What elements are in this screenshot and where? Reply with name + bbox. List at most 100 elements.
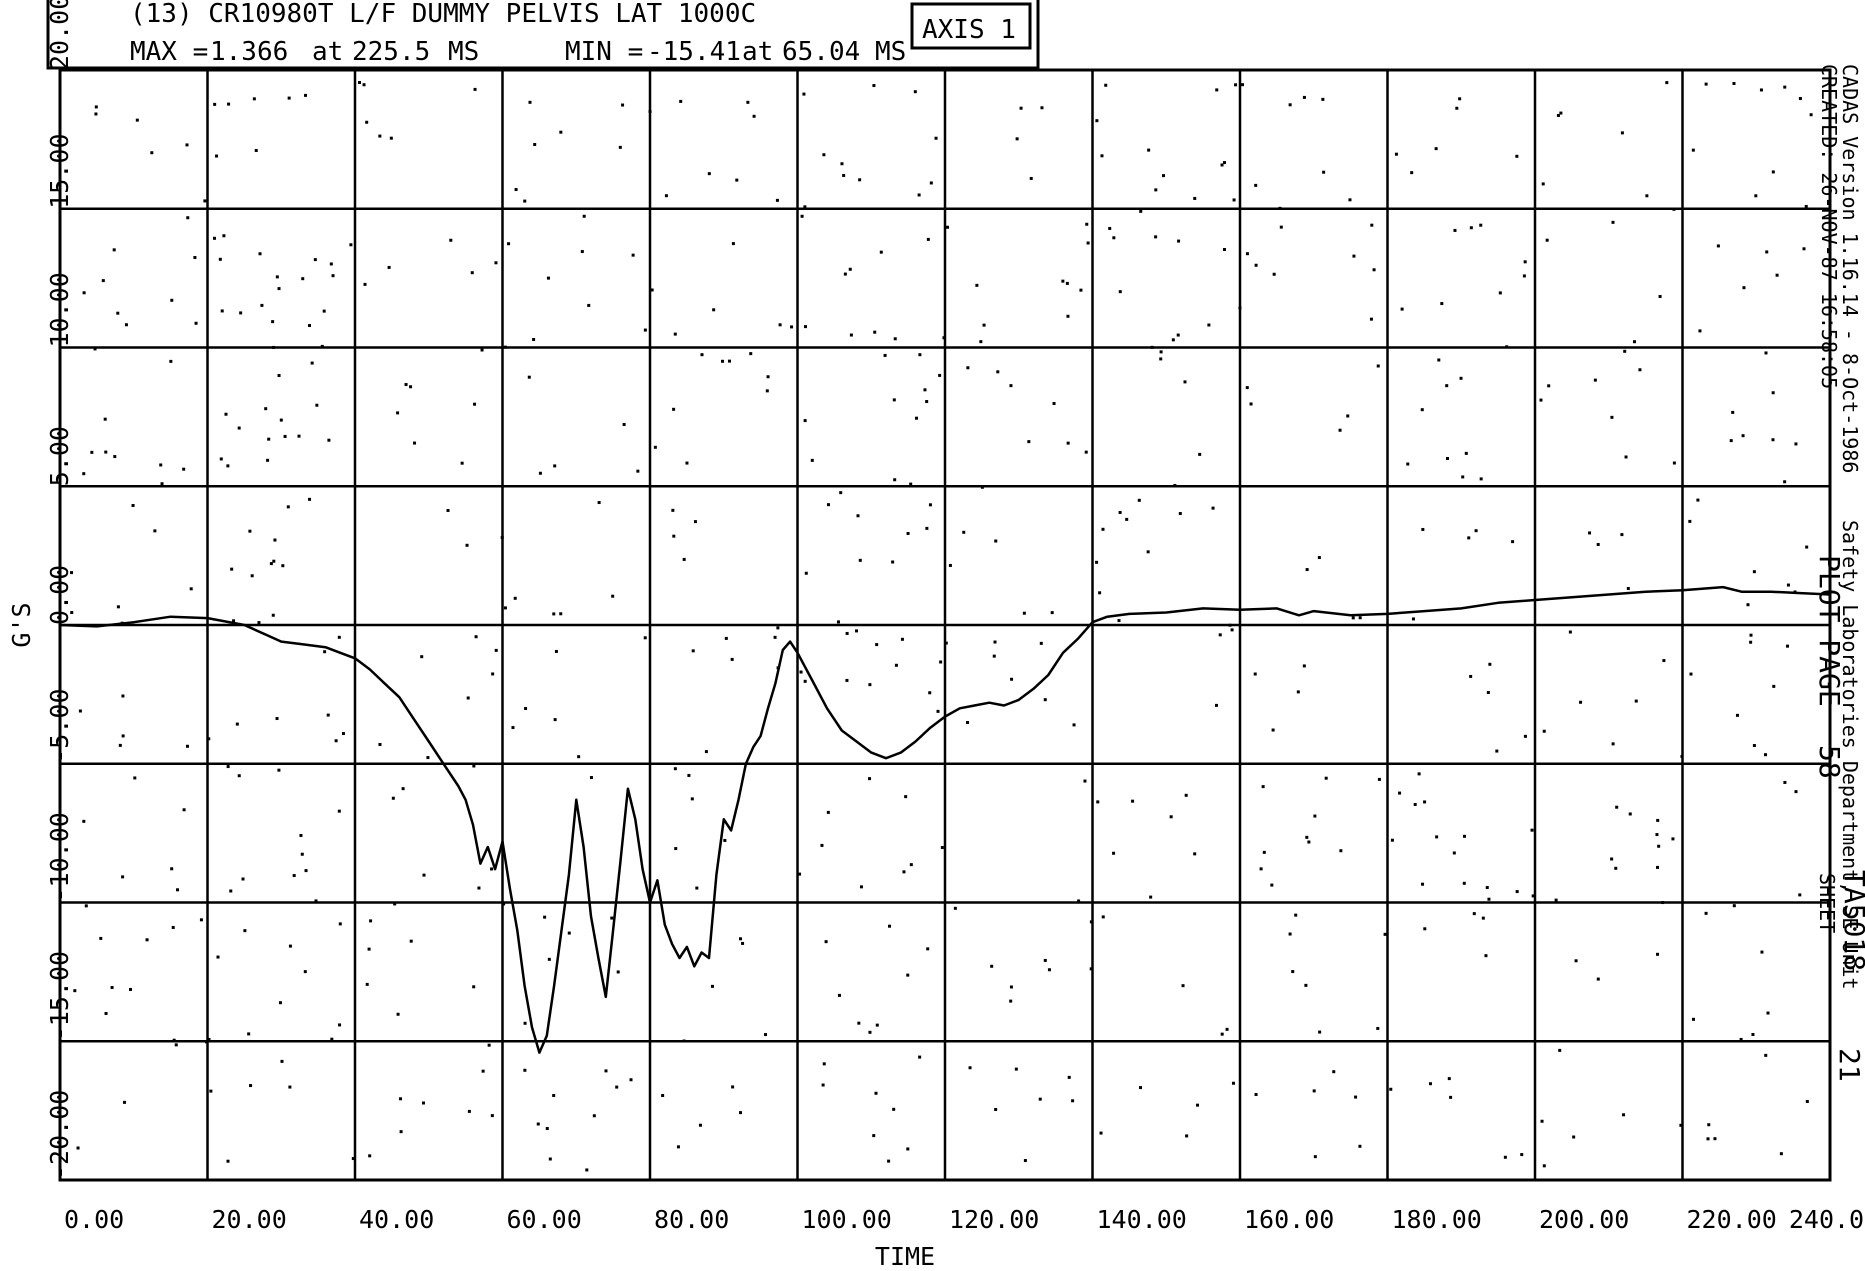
grid-dot [205, 1040, 209, 1044]
grid-dot [1691, 1017, 1695, 1021]
grid-dot [1434, 147, 1438, 151]
grid-dot [1376, 364, 1380, 368]
grid-dot [872, 1134, 876, 1138]
y-axis-title: G'S [7, 602, 36, 647]
grid-dot [1332, 1070, 1336, 1074]
grid-dot [1077, 899, 1081, 903]
grid-dot [621, 103, 625, 107]
grid-dot [1220, 1032, 1224, 1036]
grid-dot [237, 774, 241, 778]
grid-dot [1029, 176, 1033, 180]
grid-dot [929, 181, 933, 185]
grid-dot [1394, 152, 1398, 156]
grid-dot [1435, 835, 1439, 839]
grid-dot [618, 145, 622, 149]
grid-dot [1351, 616, 1355, 620]
grid-dot [735, 178, 739, 182]
grid-dot [893, 337, 897, 341]
grid-dot [928, 503, 932, 507]
grid-dot [1279, 225, 1283, 229]
grid-dot [1043, 958, 1047, 962]
grid-dot [1159, 350, 1163, 354]
grid-dot [946, 225, 950, 229]
grid-dot [185, 143, 189, 147]
grid-dot [953, 906, 957, 910]
grid-dot [1805, 545, 1809, 549]
grid-dot [629, 1078, 633, 1082]
grid-dot [822, 153, 826, 157]
grid-dot [1346, 414, 1350, 418]
grid-dot [1765, 250, 1769, 254]
grid-dot [1193, 196, 1197, 200]
grid-dot [1146, 550, 1150, 554]
grid-dot [490, 1114, 494, 1118]
grid-dot [326, 713, 330, 717]
grid-dot [1511, 540, 1515, 544]
grid-dot [297, 434, 301, 438]
grid-dot [82, 472, 86, 476]
grid-dot [1798, 97, 1802, 101]
grid-dot [1313, 814, 1317, 818]
grid-dot [1304, 983, 1308, 987]
grid-dot [1771, 438, 1775, 442]
grid-dot [1196, 1103, 1200, 1107]
grid-dot [1169, 815, 1173, 819]
grid-dot [1704, 911, 1708, 915]
grid-dot [467, 1109, 471, 1113]
grid-dot [393, 902, 397, 906]
grid-dot [597, 501, 601, 505]
grid-dot [741, 941, 745, 945]
grid-dot [338, 1023, 342, 1027]
grid-dot [315, 403, 319, 407]
grid-dot [215, 154, 219, 158]
grid-dot [821, 1083, 825, 1087]
grid-dot [766, 375, 770, 379]
grid-dot [258, 252, 262, 256]
grid-dot [503, 345, 507, 349]
grid-dot [800, 214, 804, 218]
grid-dot [186, 216, 190, 220]
x-tick-label: 160.00 [1244, 1205, 1334, 1234]
grid-dot [1185, 1134, 1189, 1138]
grid-dot [286, 505, 290, 509]
grid-dot [664, 194, 668, 198]
grid-dot [1610, 415, 1614, 419]
grid-dot [532, 338, 536, 342]
grid-dot [822, 1062, 826, 1066]
grid-dot [739, 1111, 743, 1115]
grid-dot [674, 847, 678, 851]
grid-dot [672, 407, 676, 411]
grid-dot [480, 348, 484, 352]
grid-dot [257, 621, 261, 625]
grid-dot [925, 400, 929, 404]
grid-dot [365, 120, 369, 124]
grid-dot [803, 419, 807, 423]
grid-dot [883, 353, 887, 357]
grid-dot [1302, 664, 1306, 668]
grid-dot [1771, 170, 1775, 174]
grid-dot [1614, 866, 1618, 870]
grid-dot [104, 450, 108, 454]
grid-dot [1372, 268, 1376, 272]
grid-dot [1523, 734, 1527, 738]
grid-dot [426, 756, 430, 760]
grid-dot [858, 558, 862, 562]
grid-dot [220, 309, 224, 313]
grid-dot [909, 482, 913, 486]
grid-dot [1095, 560, 1099, 564]
x-tick-label: 220.00 [1687, 1205, 1777, 1234]
grid-dot [396, 411, 400, 415]
grid-dot [858, 178, 862, 182]
grid-dot [391, 796, 395, 800]
grid-dot [78, 709, 82, 713]
grid-dot [1215, 88, 1219, 92]
grid-dot [843, 272, 847, 276]
grid-dot [802, 92, 806, 96]
grid-dot [1679, 1123, 1683, 1127]
grid-dot [1071, 1099, 1075, 1103]
grid-dot [1706, 1137, 1710, 1141]
grid-dot [494, 261, 498, 265]
grid-dot [940, 846, 944, 850]
grid-dot [1131, 799, 1135, 803]
grid-dot [135, 118, 139, 122]
